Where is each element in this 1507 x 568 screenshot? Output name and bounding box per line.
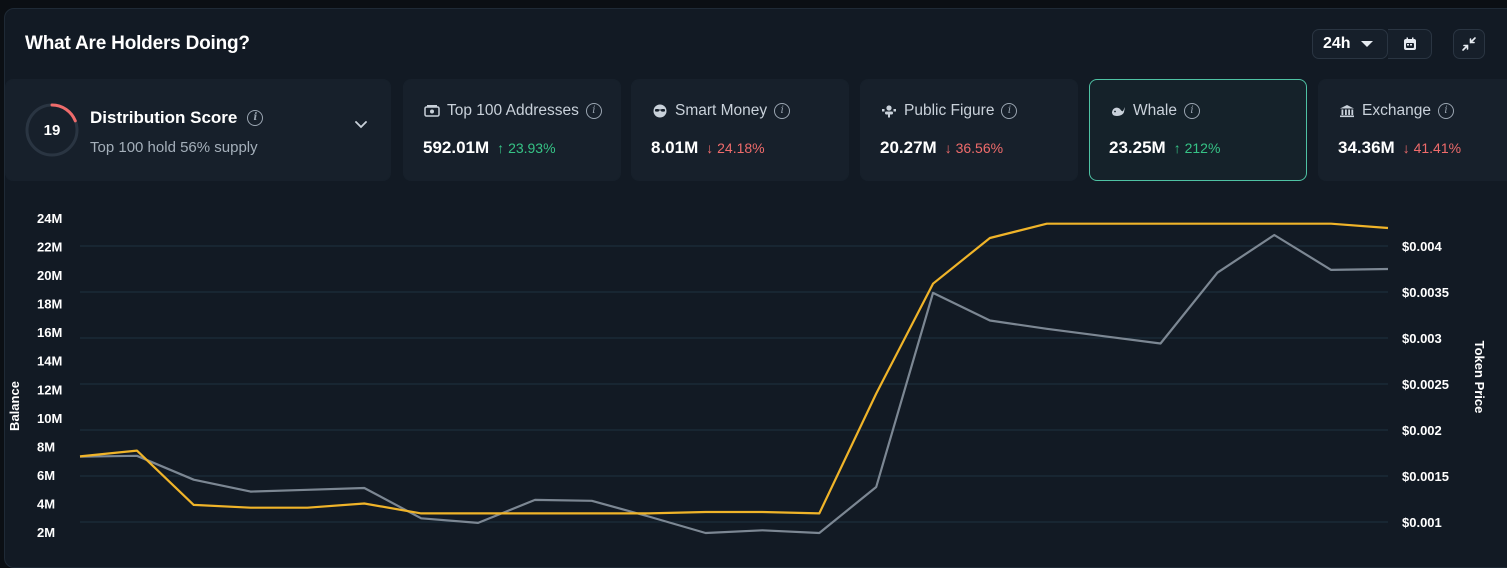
time-range-label: 24h bbox=[1323, 35, 1351, 52]
card-change: ↓ 24.18% bbox=[706, 140, 764, 156]
card-label: Smart Money bbox=[675, 102, 768, 119]
distribution-score-card[interactable]: 19 Distribution Score i Top 100 hold 56%… bbox=[5, 79, 391, 181]
card-whale[interactable]: Whale i 23.25M ↑ 212% bbox=[1089, 79, 1307, 181]
arrow-down-icon: ↓ bbox=[706, 140, 714, 156]
info-icon[interactable]: i bbox=[1437, 103, 1454, 119]
card-smart-money[interactable]: Smart Money i 8.01M ↓ 24.18% bbox=[631, 79, 849, 181]
calendar-button[interactable] bbox=[1388, 29, 1432, 59]
chevron-down-icon[interactable] bbox=[354, 120, 368, 130]
score-value: 19 bbox=[43, 121, 61, 139]
arrow-up-icon: ↑ bbox=[1173, 140, 1181, 156]
arrow-down-icon: ↓ bbox=[944, 140, 952, 156]
info-icon[interactable]: i bbox=[1183, 103, 1200, 119]
sunglasses-icon bbox=[653, 104, 667, 118]
panel-title: What Are Holders Doing? bbox=[25, 33, 250, 54]
whale-icon bbox=[1112, 107, 1125, 116]
card-public-figure[interactable]: Public Figure i 20.27M ↓ 36.56% bbox=[860, 79, 1078, 181]
score-ring bbox=[25, 103, 79, 157]
card-value: 23.25M bbox=[1109, 138, 1166, 157]
card-top-100-addresses[interactable]: Top 100 Addresses i 592.01M ↑ 23.93% bbox=[403, 79, 621, 181]
arrow-down-icon: ↓ bbox=[1402, 140, 1410, 156]
change-value: 41.41% bbox=[1413, 140, 1462, 156]
time-range-dropdown[interactable]: 24h bbox=[1312, 29, 1388, 59]
change-value: 36.56% bbox=[955, 140, 1004, 156]
info-icon[interactable]: i bbox=[585, 103, 602, 119]
collapse-button[interactable] bbox=[1453, 29, 1485, 59]
card-change: ↑ 212% bbox=[1174, 140, 1221, 156]
card-exchange[interactable]: Exchange i 34.36M ↓ 41.41% bbox=[1318, 79, 1507, 181]
arrow-up-icon: ↑ bbox=[497, 140, 505, 156]
card-value: 592.01M bbox=[423, 138, 490, 157]
money-icon bbox=[424, 105, 440, 117]
info-icon[interactable]: i bbox=[247, 110, 264, 126]
change-value: 24.18% bbox=[717, 140, 765, 156]
info-icon[interactable]: i bbox=[774, 103, 791, 119]
distribution-subtitle: Top 100 hold 56% supply bbox=[90, 139, 258, 156]
card-label: Top 100 Addresses bbox=[447, 102, 579, 119]
card-value: 8.01M bbox=[651, 138, 699, 157]
card-change: ↓ 36.56% bbox=[945, 140, 1003, 156]
change-value: 23.93% bbox=[508, 140, 556, 156]
bank-icon bbox=[1340, 105, 1354, 118]
change-value: 212% bbox=[1184, 140, 1221, 156]
card-change: ↓ 41.41% bbox=[1403, 140, 1461, 156]
card-label: Public Figure bbox=[904, 102, 995, 119]
info-icon[interactable]: i bbox=[1001, 103, 1018, 119]
card-value: 20.27M bbox=[880, 138, 937, 157]
card-label: Whale bbox=[1133, 102, 1177, 119]
calendar-icon bbox=[1403, 37, 1416, 50]
card-label: Exchange bbox=[1362, 102, 1431, 119]
chevron-down-icon bbox=[1360, 41, 1373, 47]
public-figure-icon bbox=[882, 105, 896, 118]
card-value: 34.36M bbox=[1338, 138, 1395, 157]
card-change: ↑ 23.93% bbox=[497, 140, 555, 156]
holders-panel: What Are Holders Doing? 24h 19 Distribut… bbox=[4, 8, 1507, 568]
collapse-icon bbox=[1462, 37, 1476, 51]
distribution-title: Distribution Score bbox=[90, 108, 238, 127]
